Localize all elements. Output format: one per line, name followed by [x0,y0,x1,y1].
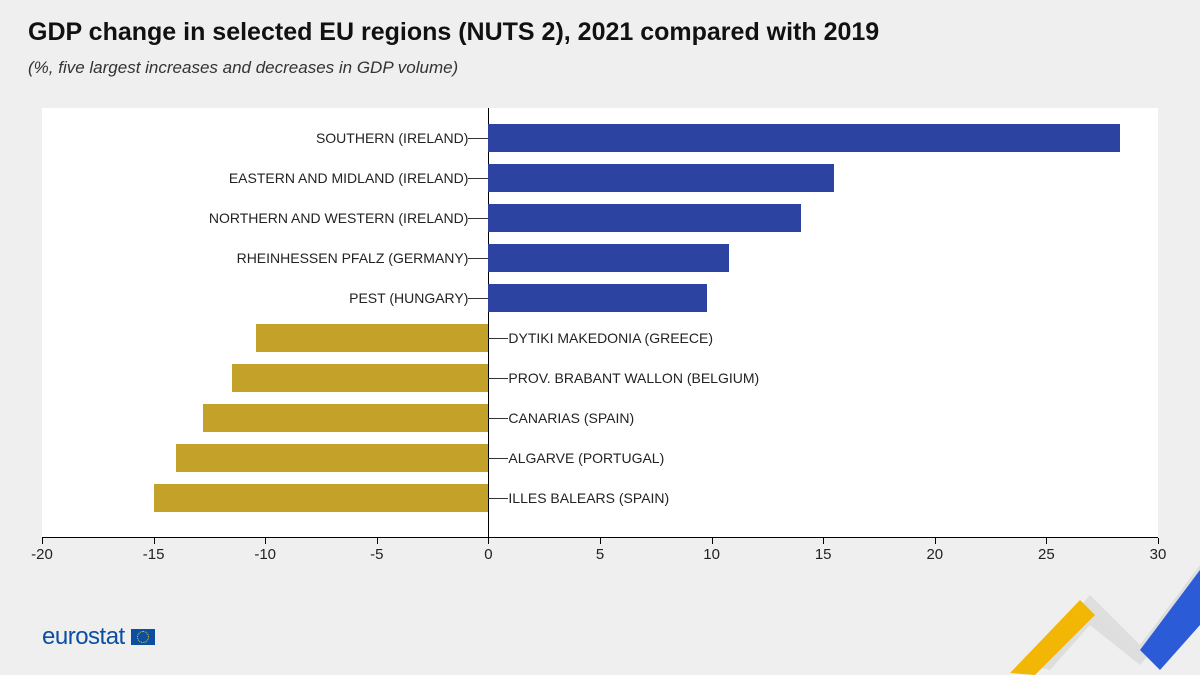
bar-label: RHEINHESSEN PFALZ (GERMANY) [237,250,469,266]
bar-label-connector [488,378,508,379]
x-tick-label: -20 [31,546,53,563]
x-tick-mark [935,538,936,544]
bar-label-connector [468,258,488,259]
x-tick-mark [823,538,824,544]
chart-plot-area: -20-15-10-5051015202530SOUTHERN (IRELAND… [42,108,1158,538]
x-tick-label: 5 [596,546,604,563]
bar-label: DYTIKI MAKEDONIA (GREECE) [508,330,713,346]
bar [232,364,489,392]
bar-label: NORTHERN AND WESTERN (IRELAND) [209,210,469,226]
decorative-swoosh-icon [940,555,1200,675]
bar [488,204,800,232]
chart-subtitle: (%, five largest increases and decreases… [28,58,458,78]
x-tick-mark [712,538,713,544]
bar [488,244,729,272]
bar-label-connector [468,218,488,219]
x-tick-mark [488,538,489,544]
eurostat-wordmark: eurostat [42,623,125,651]
x-tick-mark [600,538,601,544]
bar-label: ILLES BALEARS (SPAIN) [508,490,669,506]
x-tick-label: 0 [484,546,492,563]
bar-label-connector [488,338,508,339]
x-tick-mark [1046,538,1047,544]
bar [203,404,489,432]
bar [488,164,834,192]
bar-label-connector [468,298,488,299]
bar-label: PROV. BRABANT WALLON (BELGIUM) [508,370,759,386]
x-tick-label: 10 [703,546,720,563]
bar [488,124,1120,152]
eurostat-logo: eurostat [42,623,155,651]
x-tick-mark [42,538,43,544]
bar [488,284,707,312]
x-tick-mark [154,538,155,544]
bar-label-connector [488,418,508,419]
bar-label-connector [488,498,508,499]
bar-label-connector [488,458,508,459]
bar-label-connector [468,138,488,139]
x-tick-mark [1158,538,1159,544]
x-tick-label: -5 [370,546,383,563]
bar-label-connector [468,178,488,179]
eu-flag-icon [131,629,155,645]
bar [256,324,488,352]
bar-label: PEST (HUNGARY) [349,290,468,306]
x-tick-mark [265,538,266,544]
bar-label: SOUTHERN (IRELAND) [316,130,468,146]
x-tick-label: -10 [254,546,276,563]
bar [176,444,488,472]
bar-label: CANARIAS (SPAIN) [508,410,634,426]
x-tick-label: 15 [815,546,832,563]
bar [154,484,489,512]
bar-label: ALGARVE (PORTUGAL) [508,450,664,466]
bar-label: EASTERN AND MIDLAND (IRELAND) [229,170,469,186]
x-tick-label: -15 [143,546,165,563]
x-tick-mark [377,538,378,544]
chart-title: GDP change in selected EU regions (NUTS … [28,18,879,47]
